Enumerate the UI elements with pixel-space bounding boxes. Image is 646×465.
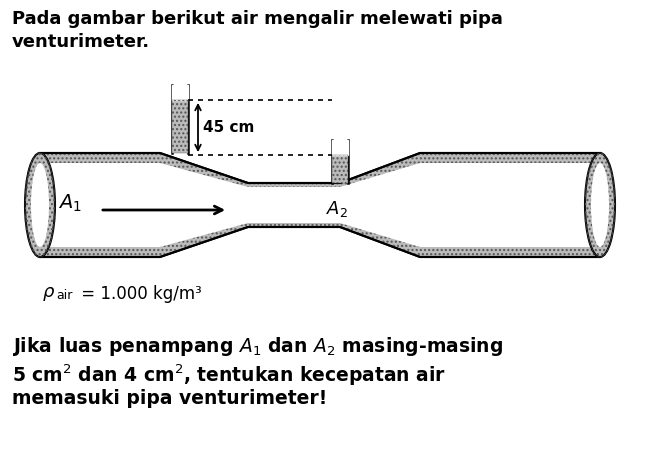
Text: Pada gambar berikut air mengalir melewati pipa: Pada gambar berikut air mengalir melewat…	[12, 10, 503, 28]
Polygon shape	[332, 155, 348, 183]
Text: memasuki pipa venturimeter!: memasuki pipa venturimeter!	[12, 389, 328, 408]
Polygon shape	[332, 140, 348, 155]
Polygon shape	[172, 100, 188, 153]
Text: $\mathit{A}_2$: $\mathit{A}_2$	[326, 199, 348, 219]
Text: air: air	[56, 289, 72, 302]
Polygon shape	[40, 163, 600, 247]
Ellipse shape	[591, 163, 609, 247]
Text: 5 cm$^2$ dan 4 cm$^2$, tentukan kecepatan air: 5 cm$^2$ dan 4 cm$^2$, tentukan kecepata…	[12, 362, 446, 387]
Ellipse shape	[585, 153, 615, 257]
Text: $\rho$: $\rho$	[42, 285, 56, 303]
Polygon shape	[172, 85, 188, 100]
Text: Jika luas penampang $\mathit{A}_1$ dan $\mathit{A}_2$ masing-masing: Jika luas penampang $\mathit{A}_1$ dan $…	[12, 335, 503, 358]
Text: 45 cm: 45 cm	[203, 120, 255, 135]
Ellipse shape	[31, 163, 49, 247]
Text: = 1.000 kg/m³: = 1.000 kg/m³	[76, 285, 202, 303]
Polygon shape	[40, 153, 600, 257]
Text: $\mathit{A}_1$: $\mathit{A}_1$	[58, 193, 82, 213]
Text: venturimeter.: venturimeter.	[12, 33, 150, 51]
Ellipse shape	[25, 153, 55, 257]
